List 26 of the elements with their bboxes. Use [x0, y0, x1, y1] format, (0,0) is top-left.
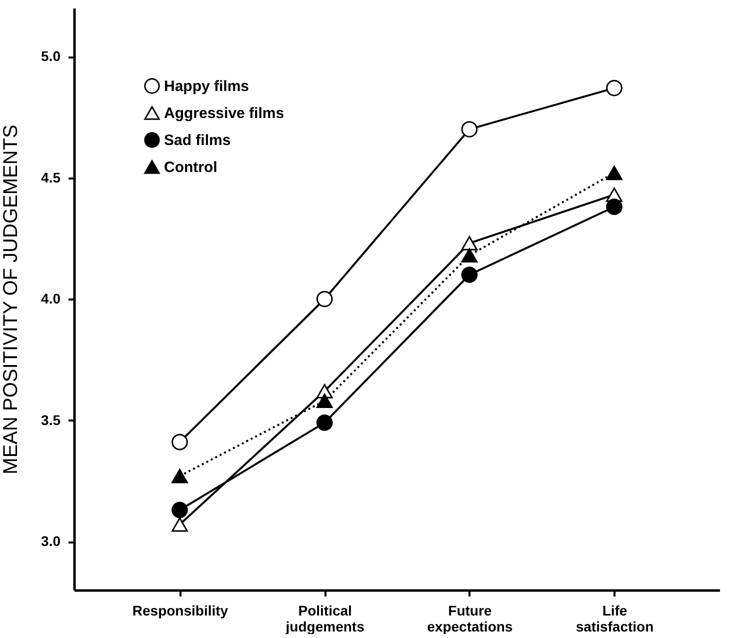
legend-label: Control [164, 159, 218, 176]
y-tick-label: 3.0 [41, 533, 61, 549]
point [172, 502, 188, 518]
point [172, 434, 188, 450]
point [316, 394, 333, 408]
point [461, 248, 478, 263]
y-tick-label: 4.5 [41, 169, 61, 186]
x-tick-label: Life satisfaction [576, 602, 654, 634]
point [316, 290, 333, 308]
point [172, 517, 188, 532]
point [606, 198, 622, 215]
y-axis-title: MEAN POSITIVITY OF JUDGEMENTS [0, 124, 22, 474]
y-tick-label: 5.0 [41, 48, 61, 64]
point [606, 166, 622, 180]
point [606, 80, 622, 96]
point [316, 414, 333, 431]
legend-label: Happy films [164, 78, 250, 95]
legend-label: Sad films [164, 132, 231, 149]
legend-label: Aggressive films [164, 105, 284, 122]
x-tick-label: Responsibility [132, 602, 228, 618]
point [461, 121, 478, 138]
point [461, 266, 478, 283]
y-tick-label: 3.5 [41, 412, 61, 428]
y-tick-label: 4.0 [41, 290, 61, 306]
point [461, 236, 478, 250]
point [172, 468, 188, 484]
